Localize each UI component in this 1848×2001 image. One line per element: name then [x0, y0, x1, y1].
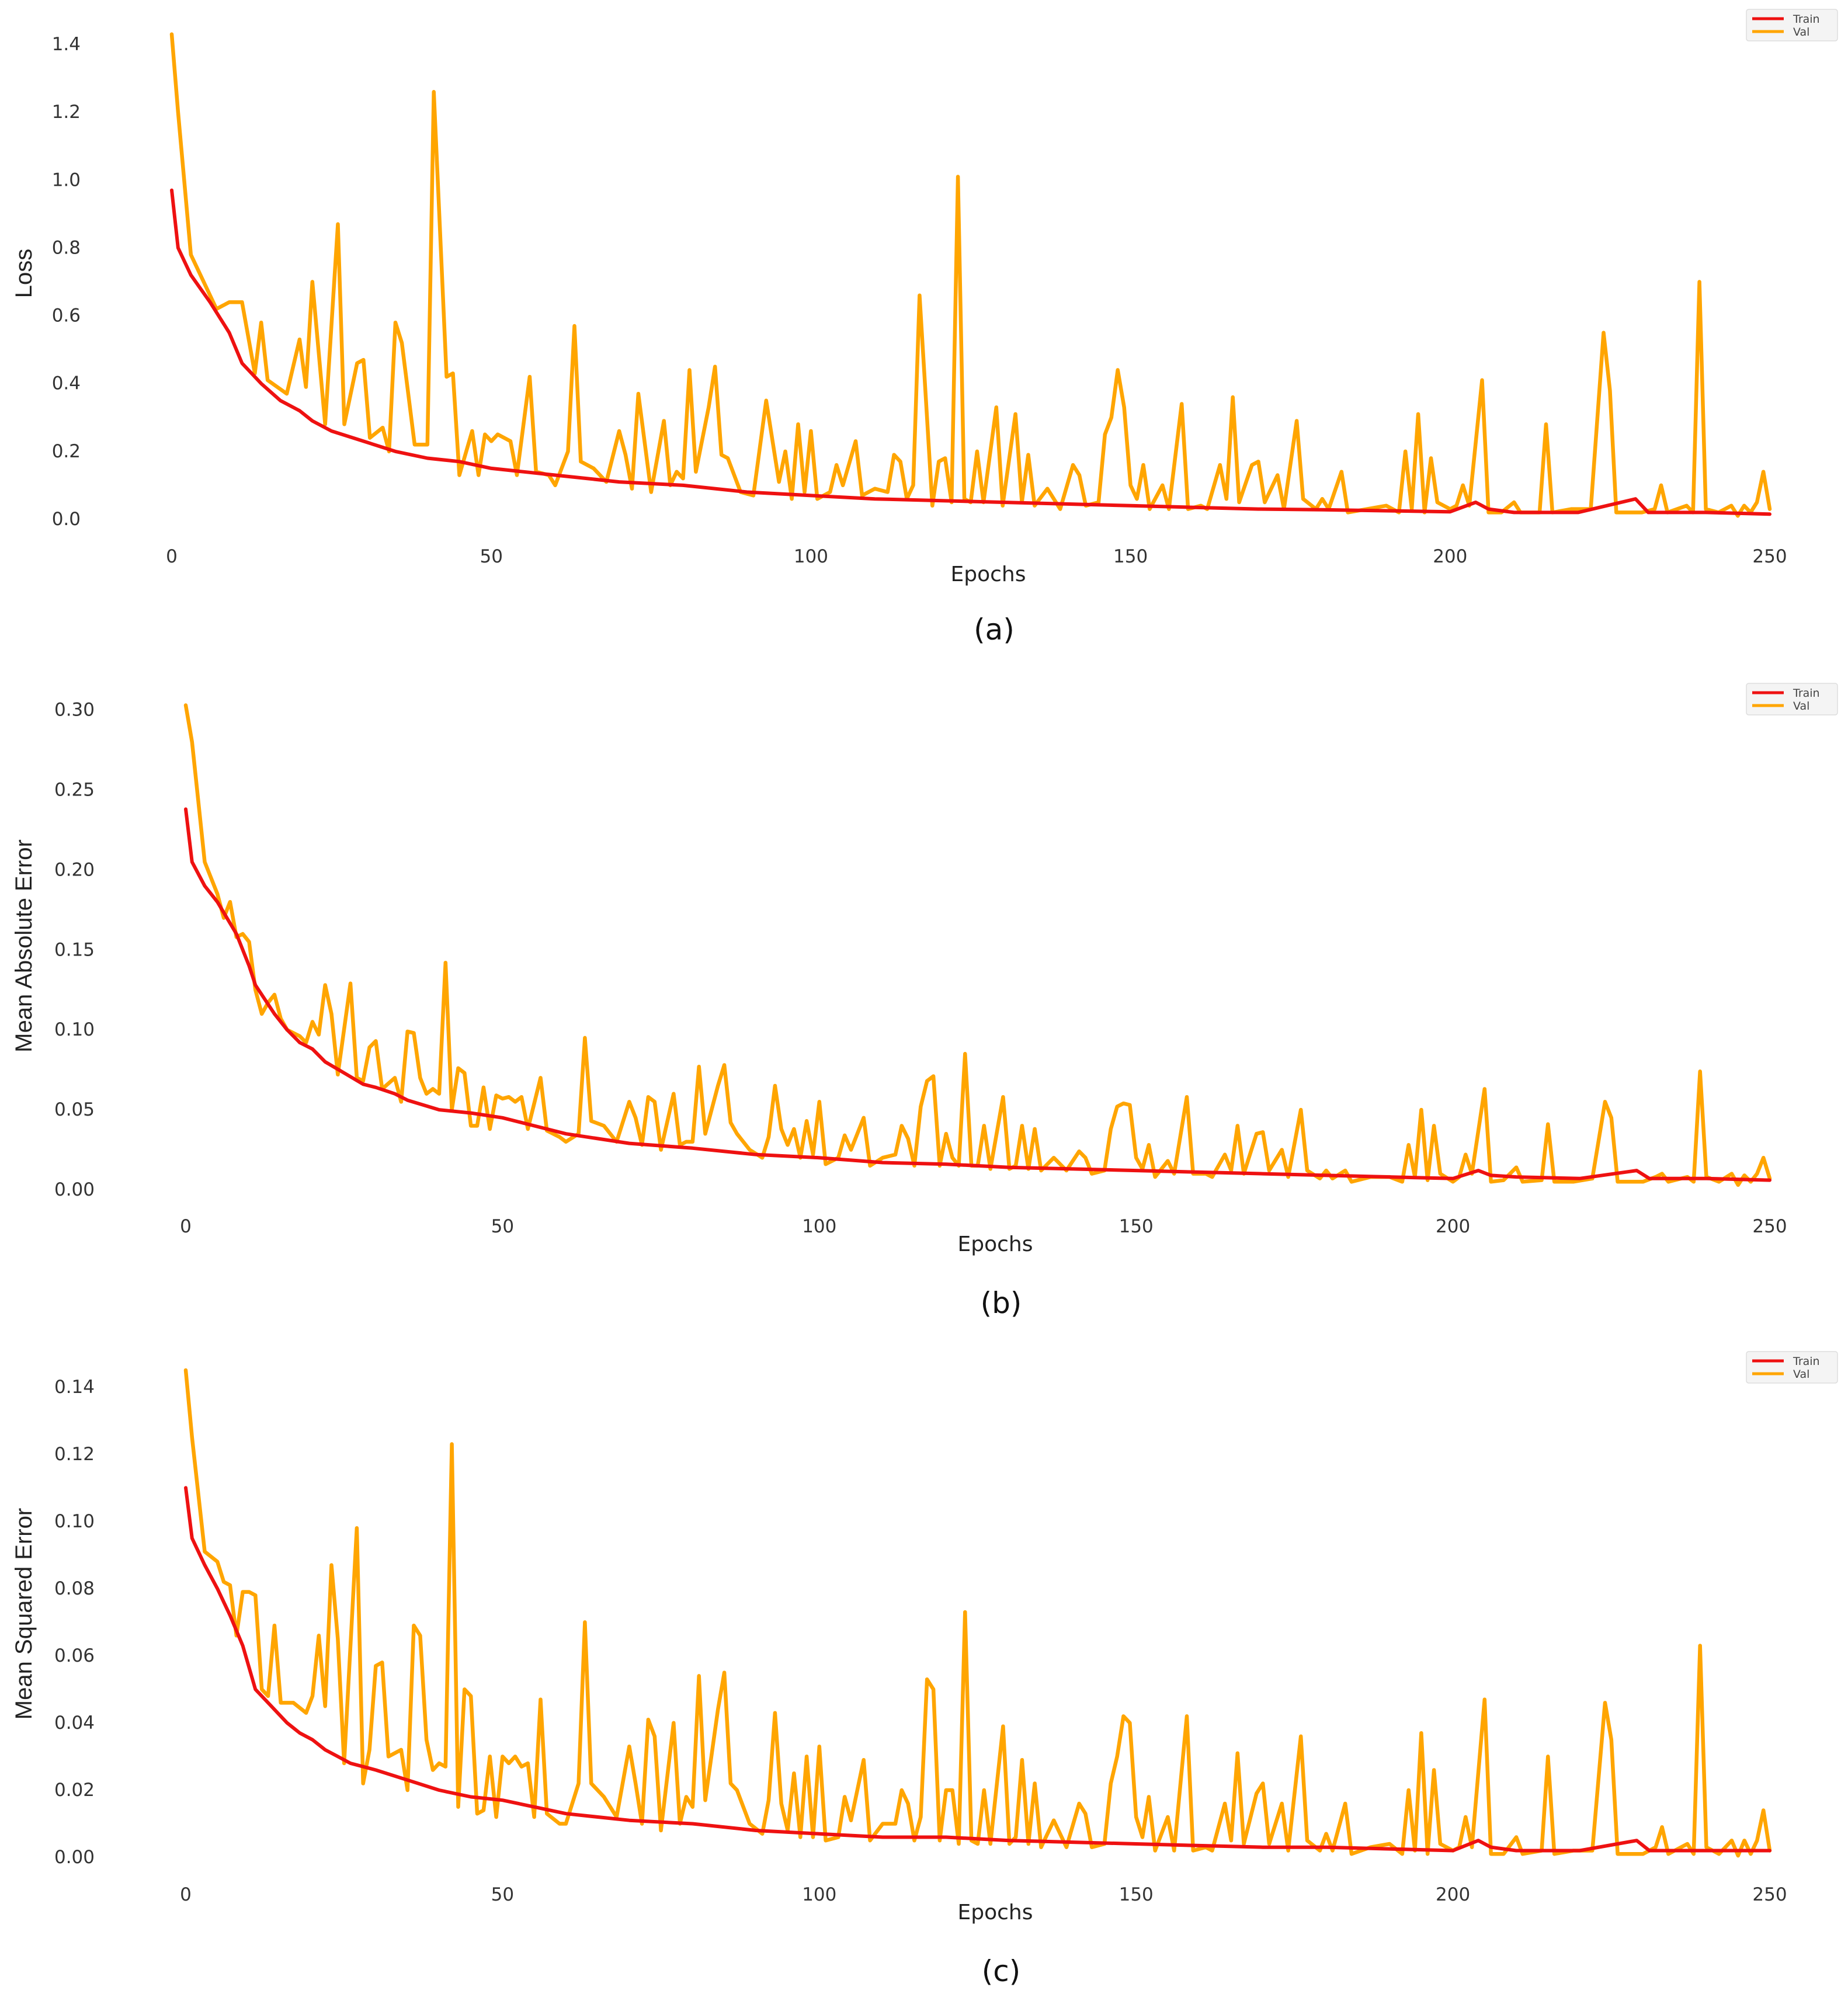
legend-label-val: Val — [1793, 700, 1809, 713]
x-tick-label: 150 — [1113, 546, 1148, 567]
x-tick-label: 250 — [1752, 546, 1787, 567]
panel-caption: (a) — [974, 613, 1015, 647]
legend-label-train: Train — [1793, 13, 1820, 26]
x-tick-label: 0 — [180, 1216, 192, 1237]
x-tick-label: 50 — [491, 1884, 514, 1905]
x-tick-label: 250 — [1752, 1216, 1787, 1237]
chart-panel-3: 0.00 0.02 0.04 0.06 0.08 0.10 0.12 0.14 0 50 100 15… — [11, 1351, 1838, 1988]
x-axis-label: Epochs — [958, 1901, 1033, 1924]
y-axis-label: Loss — [11, 249, 37, 298]
y-tick-label: 0.00 — [54, 1179, 95, 1200]
legend-box — [1746, 9, 1838, 41]
y-tick-label: 0.20 — [54, 859, 95, 880]
y-tick-label: 0.05 — [54, 1099, 95, 1120]
y-axis-label: Mean Squared Error — [11, 1508, 37, 1719]
series-line-train — [170, 188, 1771, 516]
panel-caption: (b) — [981, 1286, 1022, 1320]
x-axis-label: Epochs — [951, 562, 1026, 586]
chart-panel-1: 0.0 0.2 0.4 0.6 0.8 1.0 1.2 1.4 0 50 100 150 200 250 E… — [11, 9, 1838, 647]
legend-box — [1746, 683, 1838, 715]
legend-label-train: Train — [1793, 1355, 1820, 1368]
y-tick-label: 0.4 — [52, 373, 81, 394]
chart-panel-2: 0.00 0.05 0.10 0.15 0.20 0.25 0.30 0 50 100 150 200… — [11, 683, 1838, 1320]
y-tick-label: 0.10 — [54, 1019, 95, 1040]
y-axis-label: Mean Absolute Error — [11, 839, 37, 1052]
y-tick-label: 0.25 — [54, 780, 95, 801]
y-tick-label: 0.08 — [54, 1578, 95, 1599]
x-axis-label: Epochs — [958, 1232, 1033, 1256]
x-tick-label: 200 — [1436, 1884, 1470, 1905]
y-tick-label: 0.10 — [54, 1511, 95, 1532]
y-tick-label: 1.4 — [52, 34, 81, 55]
legend-label-val: Val — [1793, 26, 1809, 39]
y-tick-label: 0.06 — [54, 1645, 95, 1666]
legend-label-train: Train — [1793, 687, 1820, 700]
panel-caption: (c) — [982, 1954, 1021, 1988]
y-tick-label: 0.30 — [54, 700, 95, 721]
x-tick-label: 50 — [480, 546, 502, 567]
x-tick-label: 0 — [166, 546, 178, 567]
series-line-train — [184, 807, 1771, 1182]
x-tick-label: 250 — [1752, 1884, 1787, 1905]
x-tick-label: 0 — [180, 1884, 192, 1905]
x-tick-label: 150 — [1119, 1216, 1154, 1237]
y-tick-label: 0.04 — [54, 1712, 95, 1733]
x-tick-label: 50 — [491, 1216, 514, 1237]
y-tick-label: 0.0 — [52, 509, 81, 530]
y-tick-label: 0.02 — [54, 1780, 95, 1801]
x-tick-label: 100 — [802, 1884, 836, 1905]
y-tick-label: 0.12 — [54, 1444, 95, 1465]
y-tick-label: 1.2 — [52, 102, 81, 123]
legend-label-val: Val — [1793, 1368, 1809, 1381]
y-tick-label: 0.00 — [54, 1847, 95, 1868]
y-tick-label: 0.15 — [54, 939, 95, 960]
y-tick-label: 0.2 — [52, 441, 81, 462]
series-line-val — [183, 703, 1772, 1187]
x-tick-label: 100 — [802, 1216, 836, 1237]
y-tick-label: 1.0 — [52, 169, 81, 190]
x-tick-label: 100 — [794, 546, 828, 567]
legend-box — [1746, 1351, 1838, 1384]
y-tick-label: 0.6 — [52, 305, 81, 326]
series-line-val — [183, 1368, 1772, 1858]
x-tick-label: 200 — [1433, 546, 1467, 567]
y-tick-label: 0.14 — [54, 1377, 95, 1398]
y-tick-label: 0.8 — [52, 237, 81, 258]
series-line-train — [184, 1486, 1771, 1853]
x-tick-label: 150 — [1119, 1884, 1154, 1905]
x-tick-label: 200 — [1436, 1216, 1470, 1237]
series-line-val — [169, 32, 1772, 518]
